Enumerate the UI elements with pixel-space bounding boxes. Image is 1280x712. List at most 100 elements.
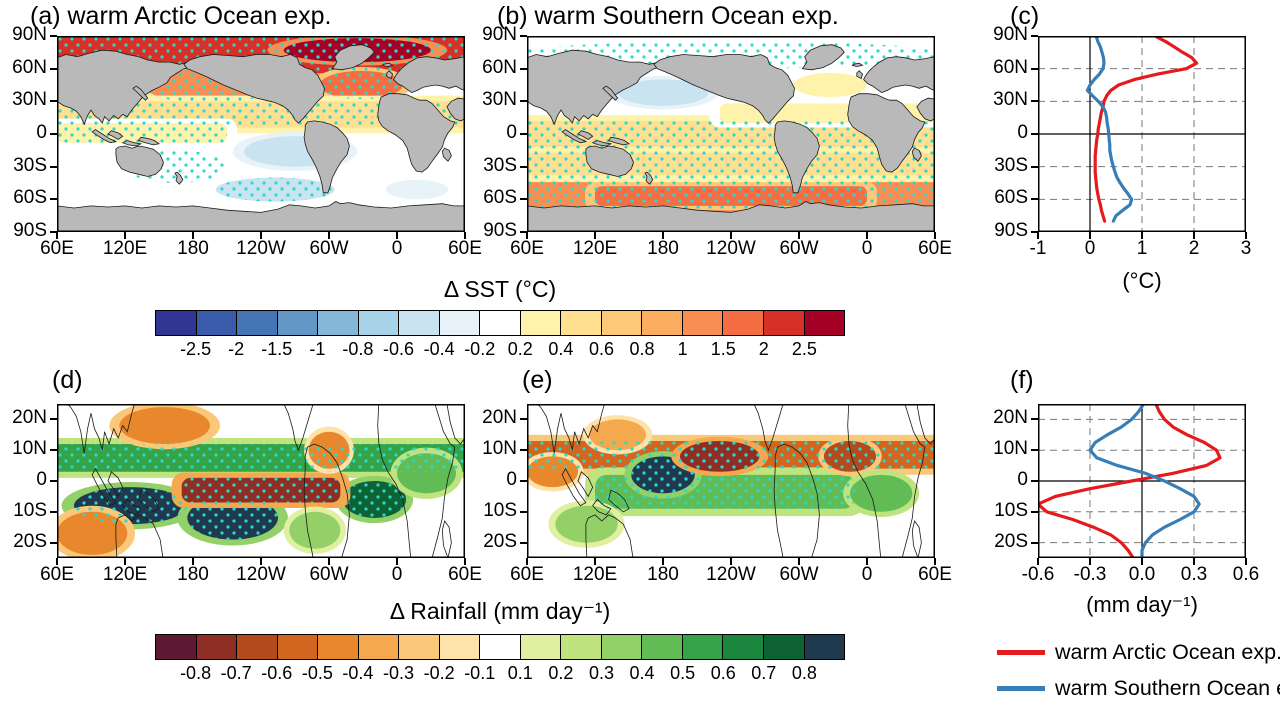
tick-mark: [730, 232, 732, 239]
tick-mark: [520, 67, 527, 70]
colorbar-tick-label: 2: [758, 339, 769, 359]
legend-item-warm-southern: warm Southern Ocean exp.: [997, 676, 1280, 701]
x-tick-label: 0.3: [1180, 564, 1208, 585]
zonal-mean-rainfall-plot: [1038, 404, 1246, 558]
panel-a-heading: (a) warm Arctic Ocean exp.: [30, 2, 332, 30]
coastline: [653, 54, 795, 124]
colorbar-segment: [520, 311, 562, 335]
x-tick-label: 0.6: [1232, 564, 1260, 585]
colorbar-segment: [763, 635, 805, 659]
lat-tick-label: 0: [1017, 122, 1028, 143]
colorbar-segment: [520, 635, 562, 659]
legend-label-warm-southern: warm Southern Ocean exp.: [1055, 676, 1280, 700]
tick-mark: [520, 510, 527, 513]
tick-mark: [1193, 558, 1195, 565]
lon-tick-label: 120W: [236, 564, 286, 585]
lon-tick-label: 180: [177, 238, 209, 259]
colorbar-tick-label: -0.4: [423, 339, 455, 359]
colorbar-segment: [682, 635, 724, 659]
coastline: [174, 171, 184, 185]
colorbar-tick-label: 0.8: [791, 663, 817, 683]
tick-mark: [1031, 231, 1038, 233]
lat-tick-label: 0: [36, 122, 47, 143]
coastline: [577, 130, 594, 140]
coastline: [107, 471, 124, 498]
coastline: [591, 140, 613, 147]
coastline: [115, 145, 164, 177]
tick-mark: [520, 165, 527, 168]
lat-tick-label: 30S: [13, 154, 47, 176]
tick-mark: [50, 35, 57, 37]
tick-mark: [464, 558, 466, 565]
rain-colorbar: [155, 634, 845, 660]
lat-tick-label: 30S: [483, 154, 517, 176]
tick-mark: [594, 232, 596, 239]
colorbar-tick-label: 0.8: [629, 339, 655, 359]
tick-mark: [520, 418, 527, 421]
series-line: [1085, 36, 1134, 223]
coastline: [331, 44, 375, 71]
colorbar-tick-label: 0.3: [588, 663, 614, 683]
tick-mark: [1037, 558, 1039, 565]
map-frame: [57, 36, 465, 232]
tick-mark: [50, 541, 57, 544]
lat-tick-label: 60S: [483, 187, 517, 209]
panel-c-heading: (c): [1010, 2, 1040, 30]
colorbar-segment: [399, 311, 440, 335]
colorbar-segment: [156, 311, 197, 335]
colorbar-tick-label: -0.6: [261, 663, 293, 683]
coastline: [303, 120, 350, 194]
x-tick-label: 2: [1188, 238, 1200, 259]
x-tick-label: 0: [1084, 238, 1096, 259]
tick-mark: [1031, 480, 1038, 482]
coastline: [851, 62, 864, 67]
coastline: [607, 136, 630, 146]
coastline: [773, 443, 820, 558]
plot-frame: [1038, 36, 1246, 232]
lat-tick-label: 90N: [482, 24, 517, 45]
lon-tick-label: 60E: [40, 238, 74, 259]
lon-tick-label: 180: [177, 564, 209, 585]
colorbar-tick-label: -0.8: [342, 339, 374, 359]
series-line: [1088, 404, 1201, 558]
plot-frame: [1038, 404, 1246, 558]
tick-mark: [328, 232, 330, 239]
lat-tick-label: 10S: [13, 499, 47, 521]
tick-mark: [50, 198, 57, 201]
map-frame: [57, 404, 465, 558]
coastline: [911, 147, 922, 162]
coastline: [132, 85, 149, 101]
tick-mark: [56, 232, 58, 239]
colorbar-segment: [763, 311, 805, 335]
lon-tick-label: 60W: [779, 564, 819, 585]
colorbar-tick-label: -0.8: [180, 663, 212, 683]
colorbar-segment: [601, 311, 643, 335]
sst-colorbar: [155, 310, 845, 336]
lat-tick-label: 30S: [994, 154, 1028, 176]
colorbar-segment: [642, 311, 683, 335]
colorbar-tick-label: -0.7: [220, 663, 252, 683]
coastline: [801, 44, 845, 71]
colorbar-segment: [318, 635, 359, 659]
tick-mark: [934, 232, 936, 239]
lon-tick-label: 180: [647, 238, 679, 259]
coastline: [183, 54, 325, 124]
tick-mark: [328, 558, 330, 565]
tick-mark: [526, 232, 528, 239]
colorbar-tick-label: 0.4: [548, 339, 574, 359]
colorbar-tick-label: -1.5: [261, 339, 293, 359]
tick-mark: [1031, 35, 1038, 37]
colorbar-tick-label: -0.1: [464, 663, 496, 683]
lat-tick-label: 90S: [483, 220, 517, 241]
lon-tick-label: 120W: [706, 238, 756, 259]
colorbar-tick-label: 0.7: [751, 663, 777, 683]
coastline: [608, 489, 630, 513]
zonal-mean-sst-plot: [1038, 36, 1246, 232]
map-anomaly-layer: [57, 36, 465, 232]
x-tick-label: -0.3: [1073, 564, 1107, 585]
panel-c-xlabel: (°C): [1122, 268, 1162, 293]
coastline: [441, 520, 452, 558]
coastline: [536, 404, 605, 454]
tick-mark: [520, 133, 527, 135]
tick-mark: [1141, 232, 1143, 239]
